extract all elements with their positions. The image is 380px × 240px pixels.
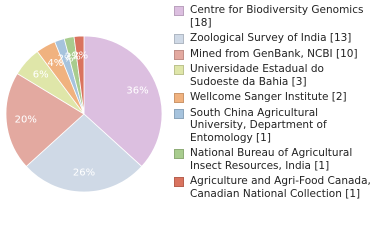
legend-label: South China Agricultural University, Dep…	[190, 106, 327, 144]
slice-label: 4%	[47, 58, 63, 69]
legend-label: Zoological Survey of India [13]	[190, 32, 352, 44]
slice-label: 2%	[58, 53, 74, 64]
legend-swatch	[174, 65, 184, 75]
legend-item: Universidade Estadual do Sudoeste da Bah…	[172, 63, 376, 88]
legend-item: Mined from GenBank, NCBI [10]	[172, 48, 376, 61]
legend-swatch	[174, 49, 184, 60]
legend-swatch	[174, 177, 184, 187]
pie-area: 36%26%20%6%4%2%2%2%	[5, 35, 163, 193]
legend-label: Mined from GenBank, NCBI [10]	[190, 47, 358, 60]
legend-item: Agriculture and Agri-Food Canada, Canadi…	[172, 175, 376, 200]
legend-swatch	[174, 149, 184, 159]
legend-label: Centre for Biodiversity Genomics [18]	[190, 4, 364, 29]
legend-item: Zoological Survey of India [13]	[172, 32, 376, 45]
pie-slice	[25, 113, 143, 193]
legend-label: Wellcome Sanger Institute [2]	[190, 91, 347, 103]
legend-label: Universidade Estadual do Sudoeste da Bah…	[190, 63, 324, 88]
legend-item: Wellcome Sanger Institute [2]	[172, 91, 376, 104]
legend-swatch	[174, 93, 184, 103]
pie-slice	[73, 35, 85, 115]
legend-label: Agriculture and Agri-Food Canada, Canadi…	[190, 175, 371, 200]
slice-label: 26%	[73, 168, 95, 179]
pie-slice	[83, 35, 163, 168]
pie-slice	[5, 73, 85, 168]
legend-swatch	[174, 6, 184, 16]
legend-swatch	[174, 34, 184, 44]
legend: Centre for Biodiversity Genomics [18] Zoo…	[172, 4, 376, 203]
slice-label: 2%	[72, 51, 88, 62]
slice-label: 36%	[126, 85, 148, 96]
slice-label: 2%	[65, 52, 81, 63]
legend-item: South China Agricultural University, Dep…	[172, 107, 376, 145]
legend-label: National Bureau of Agricultural Insect R…	[190, 147, 353, 172]
slice-label: 20%	[15, 115, 37, 126]
slice-label: 6%	[33, 70, 49, 81]
legend-item: National Bureau of Agricultural Insect R…	[172, 147, 376, 172]
legend-swatch	[174, 108, 184, 119]
legend-item: Centre for Biodiversity Genomics [18]	[172, 4, 376, 29]
